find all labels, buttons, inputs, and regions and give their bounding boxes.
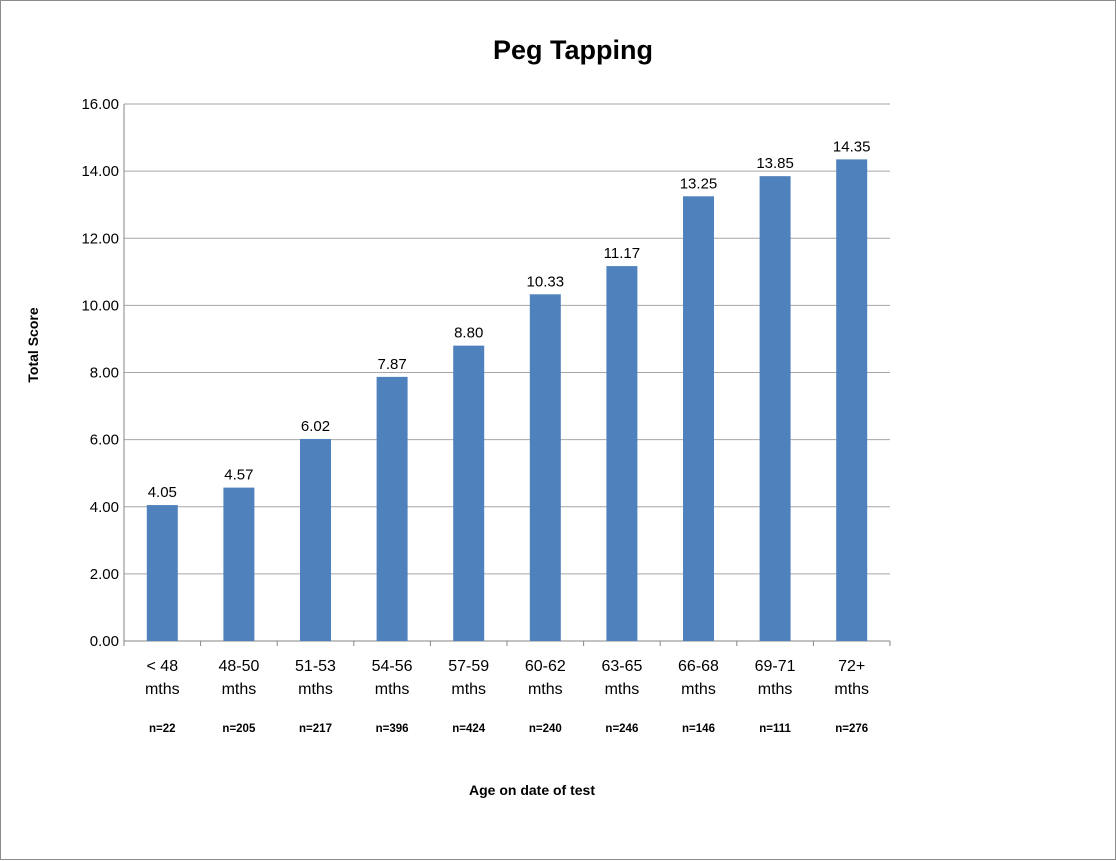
sample-size-label: n=205 xyxy=(222,723,256,735)
data-label: 8.80 xyxy=(454,325,483,342)
bar xyxy=(683,196,714,641)
data-label: 13.25 xyxy=(680,175,718,192)
bar xyxy=(606,266,638,641)
x-category-label: 72+ xyxy=(838,658,865,675)
data-label: 6.02 xyxy=(301,418,330,435)
x-category-label: mths xyxy=(222,681,257,698)
x-category-label: mths xyxy=(375,681,410,698)
data-label: 4.05 xyxy=(148,484,177,501)
x-category-label: mths xyxy=(451,681,486,698)
y-tick-label: 16.00 xyxy=(81,96,119,113)
x-category-label: mths xyxy=(681,681,716,698)
y-tick-label: 4.00 xyxy=(90,499,119,516)
chart-title: Peg Tapping xyxy=(493,35,653,65)
y-tick-label: 14.00 xyxy=(81,163,119,180)
bar xyxy=(759,176,791,642)
x-axis-categories: < 48 mths n=22 48-50 mths n=205 51-53 mths n=217… xyxy=(145,658,869,735)
x-category-label: 66-68 xyxy=(678,658,719,675)
x-category-label: 57-59 xyxy=(448,658,489,675)
bar xyxy=(529,294,561,641)
x-category-label: 69-71 xyxy=(755,658,796,675)
bar xyxy=(836,159,868,642)
x-category-label: mths xyxy=(834,681,869,698)
y-axis-ticks: 0.00 2.00 4.00 6.00 8.00 10.00 12.00 14.00 16.00 xyxy=(81,96,119,650)
x-category-label: mths xyxy=(605,681,640,698)
data-label: 13.85 xyxy=(756,155,794,172)
sample-size-label: n=246 xyxy=(605,723,638,735)
y-tick-label: 2.00 xyxy=(90,566,119,583)
bar xyxy=(300,438,331,641)
x-category-label: mths xyxy=(758,681,793,698)
sample-size-label: n=276 xyxy=(835,723,868,735)
y-tick-label: 12.00 xyxy=(81,230,119,247)
x-category-label: mths xyxy=(145,681,180,698)
bar xyxy=(453,345,485,641)
data-label: 7.87 xyxy=(377,356,406,373)
x-category-label: 60-62 xyxy=(525,658,566,675)
sample-size-label: n=22 xyxy=(149,723,176,735)
sample-size-label: n=396 xyxy=(376,723,409,735)
x-category-label: mths xyxy=(298,681,333,698)
y-tick-label: 8.00 xyxy=(90,365,119,382)
y-axis-title: Total Score xyxy=(25,307,41,382)
data-label: 4.57 xyxy=(224,467,253,484)
y-tick-label: 0.00 xyxy=(90,633,119,650)
sample-size-label: n=217 xyxy=(299,723,332,735)
sample-size-label: n=111 xyxy=(759,723,791,735)
x-category-label: 51-53 xyxy=(295,658,336,675)
bars xyxy=(146,159,868,642)
x-category-label: 54-56 xyxy=(372,658,413,675)
x-category-label: mths xyxy=(528,681,563,698)
bar xyxy=(146,505,178,641)
bar xyxy=(376,376,408,641)
bar xyxy=(223,487,255,641)
data-label: 10.33 xyxy=(527,273,565,290)
x-category-label: 48-50 xyxy=(218,658,259,675)
sample-size-label: n=424 xyxy=(452,723,486,735)
y-tick-label: 6.00 xyxy=(90,432,119,449)
data-label: 14.35 xyxy=(833,138,871,155)
sample-size-label: n=240 xyxy=(529,723,562,735)
x-category-label: < 48 xyxy=(147,658,179,675)
y-tick-label: 10.00 xyxy=(81,297,119,314)
data-label: 11.17 xyxy=(604,245,640,262)
sample-size-label: n=146 xyxy=(682,723,715,735)
x-axis-title: Age on date of test xyxy=(469,782,595,798)
data-labels: 4.05 4.57 6.02 7.87 8.80 10.33 11.17 13.25 13.85… xyxy=(148,138,871,501)
x-category-label: 63-65 xyxy=(601,658,642,675)
